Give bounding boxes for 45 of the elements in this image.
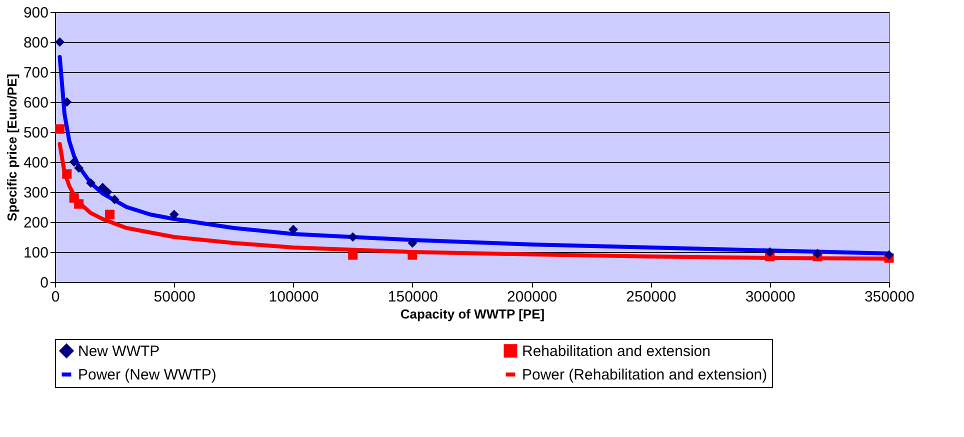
point [408,250,418,260]
point [348,250,358,260]
x-tick-label: 50000 [154,288,196,306]
y-tick-label: 900 [23,4,48,22]
y-tick-label: 800 [23,34,48,52]
y-tick-label: 600 [23,94,48,112]
y-tick-label: 500 [23,124,48,142]
point [765,247,775,257]
point [169,210,179,220]
point [74,163,84,173]
y-axis-title: Specific price [Euro/PE] [4,74,20,222]
point [288,224,298,234]
x-axis-title: Capacity of WWTP [PE] [400,306,545,322]
x-tick-label: 300000 [745,288,796,306]
point [55,37,65,47]
legend-label: New WWTP [78,342,160,360]
legend-label: Power (Rehabilitation and extension) [522,366,768,384]
x-tick-label: 200000 [507,288,558,306]
point [62,169,72,179]
x-tick-label: 0 [51,288,60,306]
x-tick-label: 250000 [626,288,676,306]
x-tick-label: 150000 [388,288,438,306]
point [110,194,120,204]
point [98,182,108,192]
point [408,238,418,248]
legend-label: Power (New WWTP) [78,366,216,384]
y-tick-label: 200 [23,214,48,232]
point [884,250,894,260]
point [86,178,96,188]
point [812,248,822,258]
point [105,210,115,220]
point [62,97,72,107]
x-tick-label: 350000 [864,288,915,306]
y-tick-label: 700 [23,64,48,82]
point [69,157,79,167]
point [102,187,112,197]
y-tick-label: 100 [23,244,48,262]
point [74,199,84,209]
y-tick-label: 400 [23,154,48,172]
y-tick-label: 300 [23,184,48,202]
legend-label: Rehabilitation and extension [522,342,710,360]
point [348,232,358,242]
y-tick-label: 0 [40,274,48,292]
point [55,124,65,134]
x-tick-label: 100000 [268,288,319,306]
